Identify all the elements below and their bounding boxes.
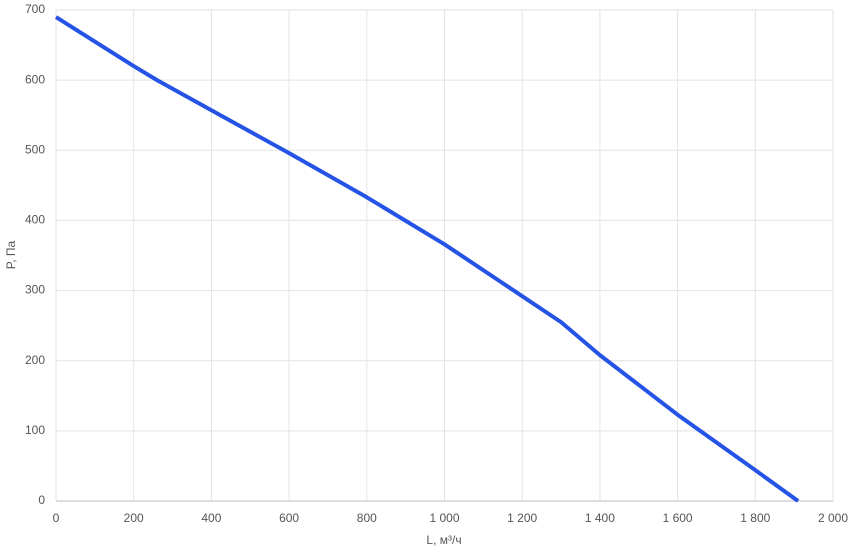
x-axis-title: L, м³/ч: [426, 533, 461, 547]
x-tick-label: 1 000: [429, 511, 459, 525]
x-tick-label: 1 800: [740, 511, 770, 525]
data-line: [54, 15, 800, 503]
x-tick-label: 400: [201, 511, 221, 525]
y-tick-label: 200: [25, 353, 45, 367]
x-tick-label: 1 400: [585, 511, 615, 525]
y-tick-label: 600: [25, 72, 45, 86]
x-tick-label: 0: [53, 511, 60, 525]
y-tick-label: 300: [25, 283, 45, 297]
y-tick-label: 500: [25, 142, 45, 156]
x-tick-label: 1 600: [663, 511, 693, 525]
x-tick-label: 1 200: [507, 511, 537, 525]
y-tick-label: 400: [25, 213, 45, 227]
x-tick-label: 2 000: [818, 511, 848, 525]
y-tick-label: 100: [25, 423, 45, 437]
x-tick-label: 200: [124, 511, 144, 525]
x-tick-label: 600: [279, 511, 299, 525]
y-tick-label: 700: [25, 2, 45, 16]
x-tick-label: 800: [357, 511, 377, 525]
y-axis-title: P, Па: [4, 240, 18, 269]
y-tick-label: 0: [38, 493, 45, 507]
